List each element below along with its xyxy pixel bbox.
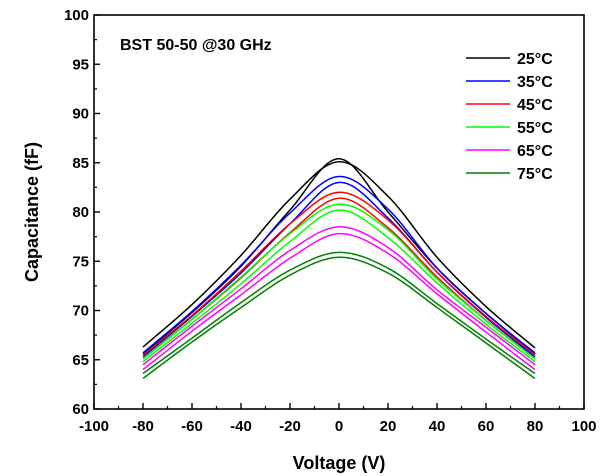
legend-label: 75°C	[517, 166, 553, 183]
y-tick-label: 100	[64, 7, 89, 24]
y-tick-label: 85	[72, 155, 89, 172]
axes: -100 -80 -60 -40 -20 0 20 40 60 80 100 60 65 70 75 80 85…	[64, 7, 597, 435]
legend: 25°C 35°C 45°C 55°C 65°C 75°C	[466, 51, 553, 183]
x-tick-label: -80	[132, 418, 154, 435]
legend-label: 25°C	[517, 51, 553, 68]
x-tick-label: 60	[478, 418, 495, 435]
x-tick-label: 0	[335, 418, 343, 435]
x-tick-label: -60	[181, 418, 203, 435]
series-line-sweep-down	[142, 251, 536, 375]
series-line-sweep-down	[142, 203, 536, 360]
legend-label: 55°C	[517, 120, 553, 137]
series-line-sweep-down	[142, 175, 536, 354]
y-tick-label: 70	[72, 303, 89, 320]
legend-label: 35°C	[517, 74, 553, 91]
series-line-sweep-up	[142, 256, 536, 380]
series-line-sweep-up	[142, 209, 536, 363]
x-tick-label: -20	[279, 418, 301, 435]
y-tick-label: 60	[72, 401, 89, 418]
y-tick-label: 65	[72, 352, 89, 369]
y-tick-label: 75	[72, 253, 89, 270]
x-axis-label: Voltage (V)	[293, 453, 386, 473]
x-tick-label: 100	[571, 418, 596, 435]
x-tick-label: -100	[79, 418, 109, 435]
series-line-sweep-down	[142, 226, 536, 366]
chart-annotation: BST 50-50 @30 GHz	[120, 37, 272, 54]
y-axis-label: Capacitance (fF)	[22, 142, 42, 282]
y-tick-label: 95	[72, 56, 89, 73]
series-line-sweep-down	[142, 191, 536, 356]
x-tick-label: 20	[380, 418, 397, 435]
y-tick-label: 90	[72, 106, 89, 123]
series-line-sweep-up	[142, 232, 536, 371]
x-tick-label: 80	[527, 418, 544, 435]
series-lines	[142, 158, 536, 380]
legend-label: 65°C	[517, 143, 553, 160]
x-tick-label: 40	[429, 418, 446, 435]
legend-label: 45°C	[517, 97, 553, 114]
y-tick-label: 80	[72, 204, 89, 221]
series-line-sweep-down	[142, 161, 536, 349]
x-tick-label: -40	[230, 418, 252, 435]
